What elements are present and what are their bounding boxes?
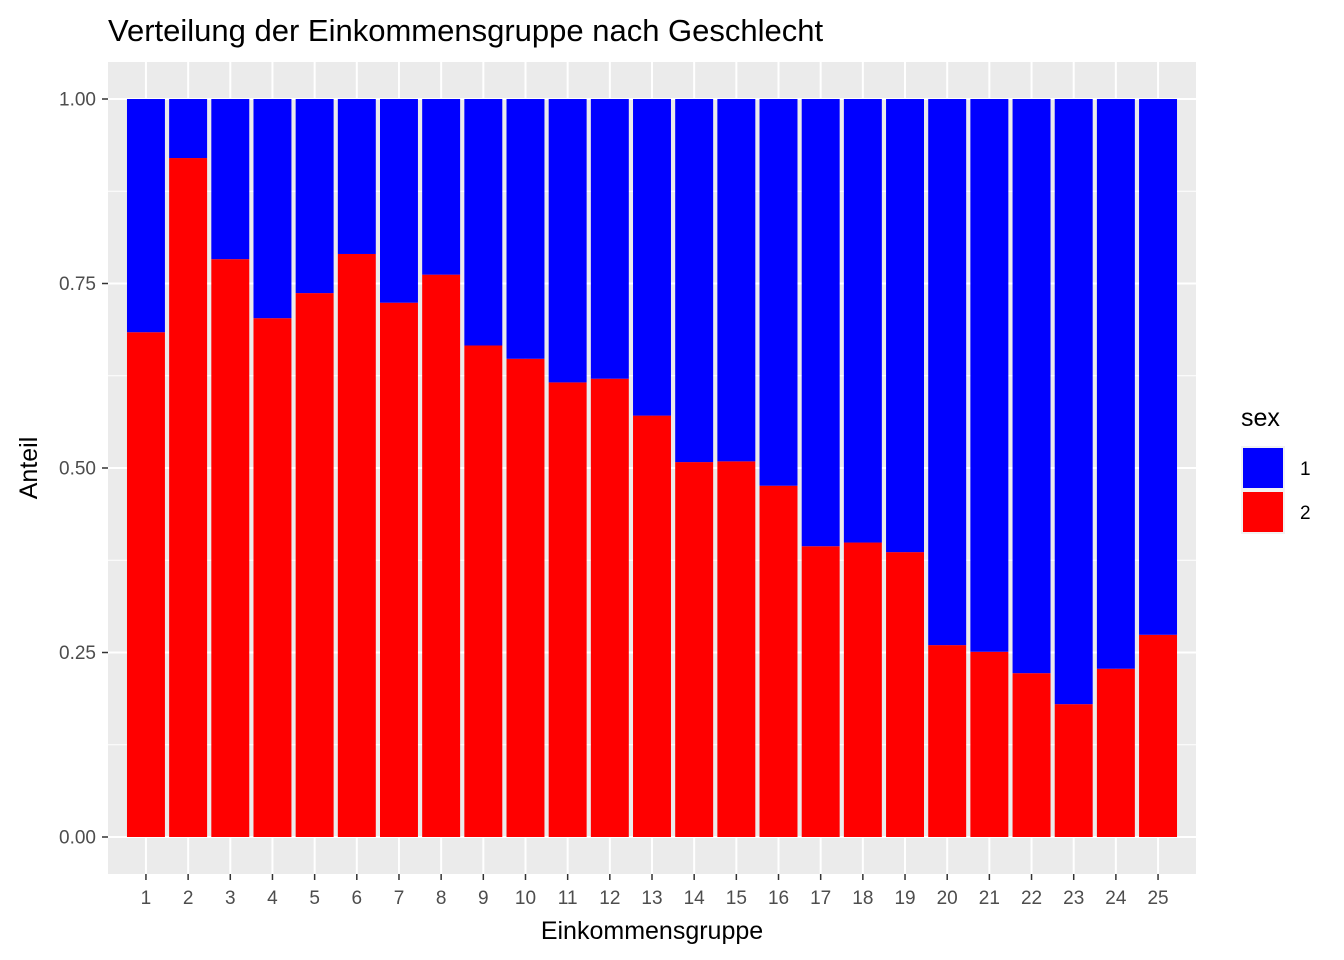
- bar-sex-2-group-3: [211, 259, 250, 837]
- bar-sex-2-group-6: [337, 253, 376, 838]
- x-tick-label: 21: [979, 888, 1000, 909]
- y-tick-label: 0.50: [59, 459, 96, 480]
- bar-sex-1-group-5: [295, 99, 334, 294]
- x-tick-label: 13: [641, 888, 662, 909]
- bar-sex-2-group-24: [1096, 668, 1135, 837]
- bar-sex-1-group-7: [380, 99, 418, 303]
- bar-sex-1-group-12: [590, 99, 629, 379]
- x-tick-label: 17: [810, 888, 831, 909]
- bar-sex-2-group-7: [380, 302, 418, 837]
- y-tick-label: 0.25: [59, 643, 96, 664]
- legend: sex 1 2: [1241, 404, 1311, 534]
- bar-sex-2-group-10: [506, 358, 545, 837]
- x-tick-label: 8: [436, 888, 447, 909]
- bar-sex-2-group-2: [169, 158, 208, 838]
- bar-sex-2-group-11: [548, 382, 587, 837]
- legend-label-2: 2: [1300, 503, 1311, 524]
- x-tick-label: 3: [225, 888, 236, 909]
- x-axis: 1 2 3 4 5 6 7 8 9 10 11 12 13 14 15 16 17 18 19 20 21 22 23 24 2…: [141, 874, 1169, 909]
- bar-sex-2-group-21: [970, 651, 1009, 837]
- legend-title: sex: [1241, 404, 1280, 432]
- bar-sex-1-group-17: [801, 99, 840, 547]
- bar-sex-1-group-1: [126, 99, 165, 333]
- y-tick-label: 0.75: [59, 274, 96, 295]
- bar-sex-2-group-8: [422, 274, 461, 837]
- bar-sex-2-group-19: [886, 552, 924, 837]
- bar-sex-1-group-4: [253, 99, 292, 319]
- legend-swatch-2: [1243, 492, 1283, 532]
- x-tick-label: 22: [1021, 888, 1042, 909]
- bar-sex-1-group-19: [886, 99, 924, 553]
- bar-sex-2-group-15: [717, 461, 756, 837]
- bar-sex-1-group-24: [1096, 99, 1135, 669]
- bar-sex-2-group-5: [295, 293, 334, 837]
- bar-sex-2-group-25: [1139, 634, 1178, 837]
- bar-sex-2-group-22: [1012, 673, 1051, 837]
- x-tick-label: 18: [852, 888, 873, 909]
- x-tick-label: 4: [267, 888, 278, 909]
- bar-sex-1-group-13: [633, 99, 671, 416]
- x-tick-label: 16: [768, 888, 789, 909]
- x-tick-label: 20: [937, 888, 958, 909]
- bar-sex-1-group-22: [1012, 99, 1051, 674]
- x-tick-label: 25: [1147, 888, 1168, 909]
- x-tick-label: 19: [894, 888, 915, 909]
- bar-sex-2-group-4: [253, 318, 292, 837]
- bar-sex-1-group-16: [759, 99, 798, 486]
- bar-sex-1-group-11: [548, 99, 587, 383]
- legend-swatch-1: [1243, 448, 1283, 488]
- bar-sex-2-group-1: [126, 332, 165, 837]
- bars: [126, 99, 1178, 838]
- x-tick-label: 7: [394, 888, 405, 909]
- x-axis-title: Einkommensgruppe: [541, 917, 763, 945]
- y-tick-label: 0.00: [59, 828, 96, 849]
- x-tick-label: 24: [1105, 888, 1127, 909]
- bar-sex-2-group-18: [843, 542, 882, 837]
- x-tick-label: 6: [352, 888, 363, 909]
- bar-sex-1-group-6: [337, 99, 376, 254]
- bar-sex-1-group-15: [717, 99, 756, 462]
- bar-sex-1-group-8: [422, 99, 461, 275]
- x-tick-label: 11: [558, 888, 578, 909]
- bar-sex-2-group-14: [675, 462, 714, 837]
- bar-sex-2-group-17: [801, 546, 840, 837]
- bar-sex-2-group-23: [1054, 704, 1093, 837]
- bar-sex-2-group-16: [759, 485, 798, 837]
- x-tick-label: 15: [726, 888, 747, 909]
- chart-title: Verteilung der Einkommensgruppe nach Ges…: [108, 13, 824, 48]
- x-tick-label: 23: [1063, 888, 1084, 909]
- bar-sex-1-group-9: [464, 99, 503, 346]
- bar-sex-1-group-21: [970, 99, 1009, 652]
- bar-sex-2-group-13: [633, 415, 671, 837]
- y-axis-title: Anteil: [15, 437, 43, 500]
- legend-label-1: 1: [1300, 459, 1311, 480]
- x-tick-label: 14: [684, 888, 706, 909]
- bar-sex-2-group-9: [464, 345, 503, 837]
- bar-sex-1-group-2: [169, 99, 208, 159]
- bar-sex-1-group-18: [843, 99, 882, 543]
- bar-sex-1-group-23: [1054, 99, 1093, 705]
- y-axis: 0.00 0.25 0.50 0.75 1.00: [59, 90, 108, 849]
- bar-sex-1-group-14: [675, 99, 714, 463]
- bar-sex-2-group-12: [590, 378, 629, 837]
- y-tick-label: 1.00: [59, 90, 96, 111]
- bar-sex-1-group-20: [928, 99, 967, 646]
- x-tick-label: 12: [599, 888, 620, 909]
- bar-sex-1-group-3: [211, 99, 250, 260]
- x-tick-label: 9: [478, 888, 489, 909]
- x-tick-label: 2: [183, 888, 194, 909]
- bar-sex-1-group-10: [506, 99, 545, 359]
- bar-sex-2-group-20: [928, 645, 967, 837]
- x-tick-label: 5: [309, 888, 320, 909]
- x-tick-label: 1: [141, 888, 152, 909]
- x-tick-label: 10: [515, 888, 536, 909]
- bar-sex-1-group-25: [1139, 99, 1178, 635]
